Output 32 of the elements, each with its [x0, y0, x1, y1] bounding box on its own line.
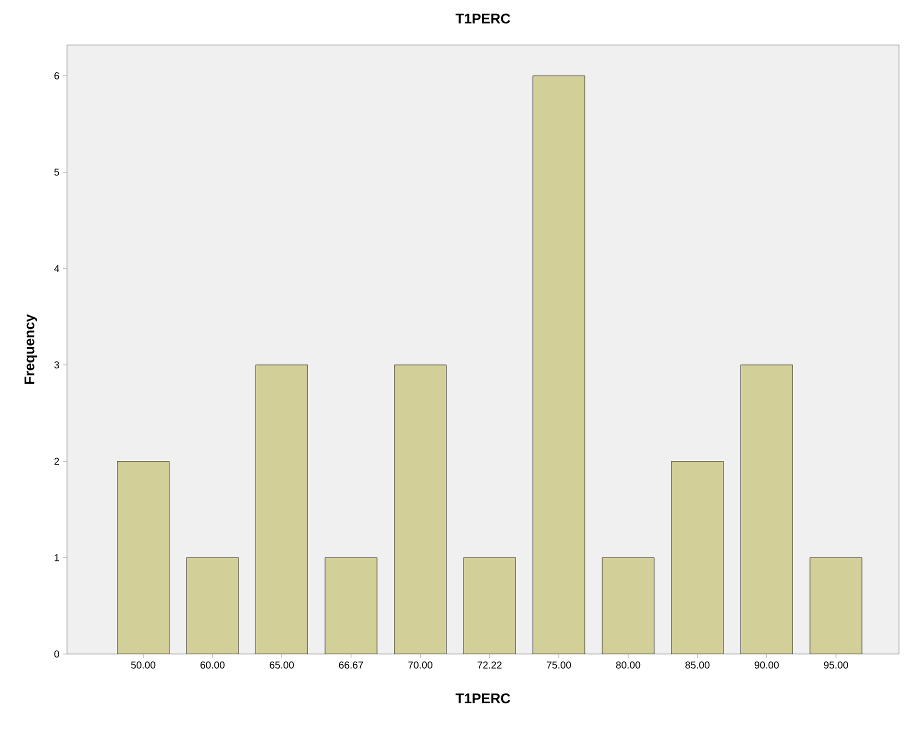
x-tick-label: 50.00	[131, 662, 156, 669]
y-tick-label: 6	[54, 72, 60, 80]
y-tick-label: 5	[54, 168, 60, 176]
x-tick-label: 95.00	[824, 662, 848, 669]
bar	[810, 557, 862, 654]
bar	[602, 558, 654, 654]
x-tick-label: 70.00	[408, 662, 432, 669]
x-tick-label: 75.00	[546, 662, 571, 669]
y-tick-label: 3	[54, 361, 60, 368]
y-tick-label: 4	[54, 265, 60, 272]
bar	[671, 461, 724, 654]
x-axis-title: T1PERC	[456, 693, 510, 704]
y-tick-label: 1	[54, 554, 59, 562]
bar	[394, 364, 446, 654]
x-tick-label: 65.00	[270, 662, 294, 669]
x-tick-label: 85.00	[685, 662, 710, 669]
chart-title: T1PERC	[456, 14, 510, 24]
bar	[256, 364, 308, 654]
y-tick-label: 2	[54, 458, 59, 465]
x-tick-label: 72.22	[478, 662, 502, 668]
y-axis-title: Frequency	[24, 314, 38, 384]
x-tick-label: 66.67	[339, 662, 364, 669]
x-tick-label: 60.00	[200, 662, 225, 669]
bar	[186, 558, 238, 654]
bar	[117, 461, 170, 654]
bar	[325, 558, 378, 654]
x-tick-label: 80.00	[616, 662, 640, 669]
bar	[740, 364, 793, 654]
bar	[532, 76, 585, 654]
bar	[464, 558, 516, 654]
x-tick-label: 90.00	[754, 662, 779, 669]
y-tick-label: 0	[54, 650, 60, 658]
